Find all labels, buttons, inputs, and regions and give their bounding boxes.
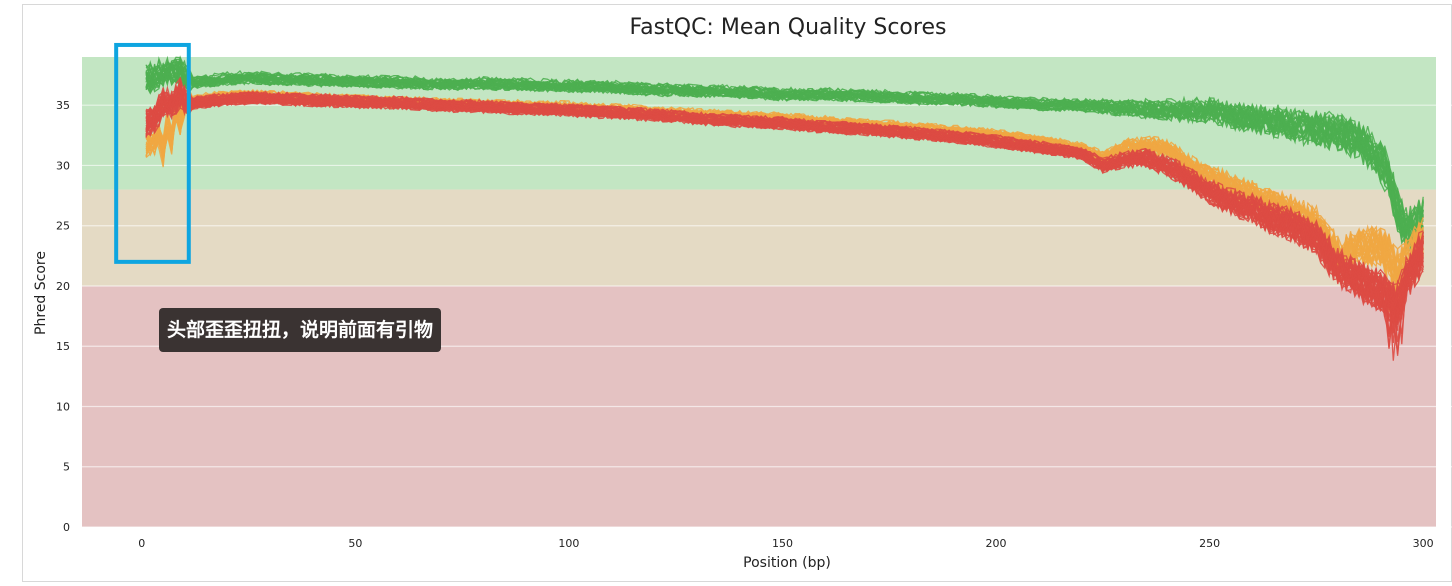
- highlight-box: [114, 42, 191, 264]
- y-tick-label: 30: [56, 159, 70, 172]
- y-tick-label: 25: [56, 220, 70, 233]
- y-tick-label: 0: [63, 521, 70, 534]
- chart-title: FastQC: Mean Quality Scores: [630, 15, 947, 40]
- x-tick-label: 200: [986, 537, 1007, 550]
- x-tick-label: 300: [1413, 537, 1434, 550]
- x-tick-label: 0: [138, 537, 145, 550]
- series-line: [145, 85, 1424, 312]
- quality-band-1: [82, 189, 1436, 286]
- series-line: [145, 64, 1424, 246]
- y-tick-label: 15: [56, 340, 70, 353]
- x-tick-label: 250: [1199, 537, 1220, 550]
- x-tick-label: 100: [558, 537, 579, 550]
- x-axis-label: Position (bp): [743, 555, 831, 571]
- annotation-callout: 头部歪歪扭扭，说明前面有引物: [159, 308, 442, 352]
- y-tick-label: 20: [56, 280, 70, 293]
- y-tick-label: 35: [56, 99, 70, 112]
- y-tick-label: 10: [56, 400, 70, 413]
- y-tick-label: 5: [63, 461, 70, 474]
- series-line: [145, 63, 1424, 229]
- y-axis-label: Phred Score: [33, 251, 49, 335]
- series-line: [145, 64, 1424, 251]
- x-tick-label: 50: [348, 537, 362, 550]
- series-line: [145, 91, 1424, 314]
- x-tick-label: 150: [772, 537, 793, 550]
